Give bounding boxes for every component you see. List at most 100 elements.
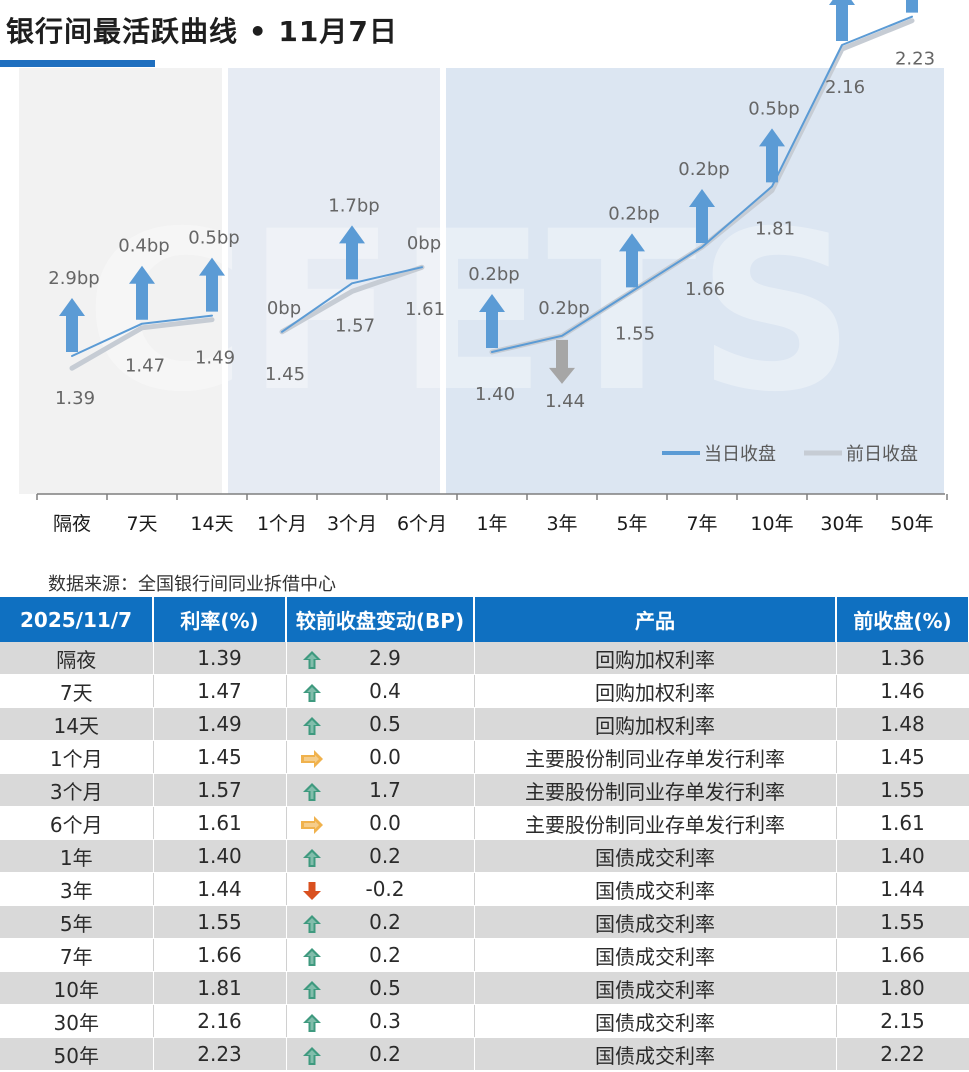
product-cell: 国债成交利率 — [474, 905, 837, 939]
term-cell: 7年 — [0, 938, 154, 972]
value-label: 1.81 — [755, 218, 795, 239]
term-cell: 5年 — [0, 905, 154, 939]
rate-cell: 1.47 — [153, 674, 287, 708]
x-tick-label: 7年 — [686, 513, 717, 535]
change-value: -0.2 — [365, 877, 405, 901]
change-cell: 0.4 — [286, 674, 475, 708]
rate-cell: 1.66 — [153, 938, 287, 972]
rate-cell: 1.39 — [153, 642, 287, 675]
change-cell: -0.2 — [286, 872, 475, 906]
header-product: 产品 — [474, 597, 837, 642]
x-tick-label: 50年 — [890, 513, 933, 535]
legend-current-label: 当日收盘 — [704, 444, 776, 465]
table-row: 3年 1.44 -0.2 国债成交利率 1.44 — [0, 872, 969, 906]
x-tick-label: 1年 — [476, 513, 507, 535]
change-value: 1.7 — [369, 778, 401, 802]
up-arrow-icon — [619, 233, 645, 288]
change-cell: 0.2 — [286, 905, 475, 939]
change-cell: 0.5 — [286, 707, 475, 741]
header-rate: 利率(%) — [153, 597, 287, 642]
change-value: 0.4 — [369, 679, 401, 703]
up-arrow-icon — [829, 0, 855, 41]
x-tick-label: 5年 — [616, 513, 647, 535]
change-label: 0.5bp — [188, 228, 239, 249]
product-cell: 回购加权利率 — [474, 642, 837, 675]
x-tick-label: 30年 — [820, 513, 863, 535]
header-date: 2025/11/7 — [0, 597, 154, 642]
term-cell: 7天 — [0, 674, 154, 708]
term-cell: 6个月 — [0, 806, 154, 840]
value-label: 1.57 — [335, 315, 375, 336]
change-label: 0.4bp — [118, 236, 169, 257]
product-cell: 主要股份制同业存单发行利率 — [474, 740, 837, 774]
up-arrow-icon — [199, 257, 225, 312]
table-row: 7天 1.47 0.4 回购加权利率 1.46 — [0, 674, 969, 708]
rates-table: 2025/11/7 利率(%) 较前收盘变动(BP) 产品 前收盘(%) 隔夜 1… — [0, 597, 969, 1071]
rate-cell: 1.81 — [153, 971, 287, 1005]
table-row: 1年 1.40 0.2 国债成交利率 1.40 — [0, 839, 969, 873]
rate-cell: 2.16 — [153, 1004, 287, 1038]
prev-close-cell: 1.44 — [836, 872, 969, 906]
term-cell: 1个月 — [0, 740, 154, 774]
prev-close-cell: 1.40 — [836, 839, 969, 873]
table-row: 10年 1.81 0.5 国债成交利率 1.80 — [0, 971, 969, 1005]
up-arrow-icon — [301, 848, 323, 867]
x-tick-label: 3个月 — [327, 513, 377, 535]
product-cell: 回购加权利率 — [474, 707, 837, 741]
header-prev: 前收盘(%) — [836, 597, 969, 642]
prev-close-cell: 1.46 — [836, 674, 969, 708]
prev-close-cell: 1.61 — [836, 806, 969, 840]
current-close-line — [491, 15, 913, 353]
rate-cell: 1.61 — [153, 806, 287, 840]
change-value: 0.2 — [369, 844, 401, 868]
value-label: 1.66 — [685, 279, 725, 300]
change-label: 0.5bp — [748, 98, 799, 119]
current-close-line — [71, 314, 213, 357]
panel-treasury — [446, 68, 944, 494]
product-cell: 国债成交利率 — [474, 872, 837, 906]
change-value: 0.2 — [369, 910, 401, 934]
product-cell: 国债成交利率 — [474, 839, 837, 873]
table-header-row: 2025/11/7 利率(%) 较前收盘变动(BP) 产品 前收盘(%) — [0, 597, 969, 642]
prev-close-cell: 1.48 — [836, 707, 969, 741]
data-source: 数据来源：全国银行间同业拆借中心 — [48, 574, 336, 595]
right-arrow-icon — [300, 749, 323, 768]
product-cell: 主要股份制同业存单发行利率 — [474, 806, 837, 840]
down-arrow-icon — [301, 881, 323, 900]
table-row: 1个月 1.45 0.0 主要股份制同业存单发行利率 1.45 — [0, 740, 969, 774]
up-arrow-icon — [339, 225, 365, 280]
rate-cell: 1.57 — [153, 773, 287, 807]
rate-cell: 1.44 — [153, 872, 287, 906]
up-arrow-icon — [301, 947, 323, 966]
value-label: 2.23 — [895, 49, 935, 70]
prev-close-cell: 1.36 — [836, 642, 969, 675]
right-arrow-icon — [300, 815, 323, 834]
x-tick-label: 10年 — [750, 513, 793, 535]
change-label: 1.7bp — [328, 195, 379, 216]
header-change: 较前收盘变动(BP) — [286, 597, 475, 642]
prev-close-cell: 1.45 — [836, 740, 969, 774]
up-arrow-icon — [479, 294, 505, 348]
up-arrow-icon — [906, 0, 918, 13]
up-arrow-icon — [301, 716, 323, 735]
table-row: 3个月 1.57 1.7 主要股份制同业存单发行利率 1.55 — [0, 773, 969, 807]
term-cell: 1年 — [0, 839, 154, 873]
down-arrow-icon — [549, 339, 575, 384]
change-value: 0.5 — [369, 976, 401, 1000]
change-label: 0.2bp — [538, 298, 589, 319]
rate-cell: 1.55 — [153, 905, 287, 939]
term-cell: 50年 — [0, 1037, 154, 1071]
up-arrow-icon — [301, 683, 323, 702]
up-arrow-icon — [59, 298, 85, 353]
table-row: 50年 2.23 0.2 国债成交利率 2.22 — [0, 1037, 969, 1071]
page-title: 银行间最活跃曲线 • 11月7日 — [6, 15, 398, 48]
value-label: 1.40 — [475, 384, 515, 405]
change-value: 0.2 — [369, 943, 401, 967]
change-cell: 0.0 — [286, 740, 475, 774]
change-label: 0.2bp — [468, 264, 519, 285]
product-cell: 国债成交利率 — [474, 1004, 837, 1038]
title-underline — [0, 60, 155, 67]
change-value: 0.2 — [369, 1042, 401, 1066]
prev-close-cell: 1.80 — [836, 971, 969, 1005]
up-arrow-icon — [301, 1013, 323, 1032]
